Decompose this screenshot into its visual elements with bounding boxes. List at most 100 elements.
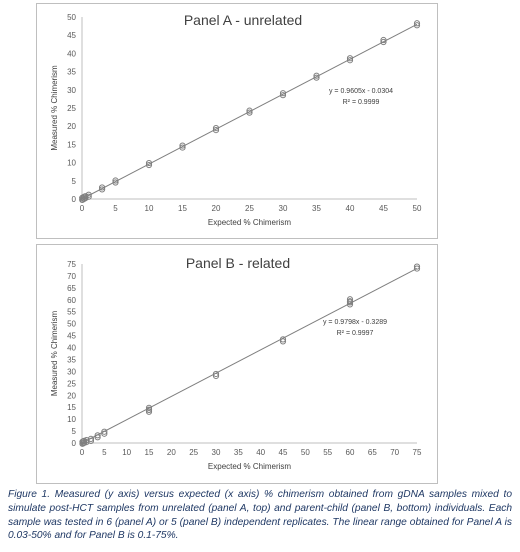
panel-a-r-squared: R² = 0.9999: [343, 99, 380, 106]
panel-b-y-tick-label: 5: [72, 427, 77, 436]
panel-b-data-point: [145, 404, 153, 411]
panel-a-x-tick-label: 5: [113, 204, 118, 213]
panel-a-data-point: [346, 55, 354, 62]
panel-a-y-tick-label: 50: [67, 13, 76, 22]
panel-b-x-tick-label: 60: [346, 448, 355, 457]
panel-a-data-point: [413, 20, 421, 27]
panel-a-data-point: [212, 125, 220, 132]
panel-a-data-point: [145, 159, 153, 167]
panel-b-x-axis-title: Expected % Chimerism: [208, 462, 291, 471]
panel-a-y-tick-label: 30: [67, 86, 76, 95]
panel-b-r-squared: R² = 0.9997: [337, 330, 374, 337]
panel-b-x-tick-label: 10: [122, 448, 131, 457]
panel-a-data-point: [246, 107, 253, 114]
panel-a-trendline: [81, 23, 418, 200]
panel-b-data-point: [413, 263, 421, 270]
panel-b-x-tick-label: 25: [189, 448, 198, 457]
panel-a-x-tick-label: 30: [279, 204, 288, 213]
panel-a-data-point-replicate: [145, 161, 153, 169]
panel-a-y-tick-label: 45: [67, 31, 76, 40]
panel-a-x-tick-label: 10: [145, 204, 154, 213]
panel-b-svg: 0 5 10 15 20 25 30 35 40 45 50 55 60 65 70 75 0 5 10 15 20 25…: [50, 255, 422, 471]
panel-b-y-tick-label: 10: [67, 415, 76, 424]
panel-b-data-point: [101, 428, 108, 435]
panel-a-x-tick-label: 50: [413, 204, 422, 213]
panel-a-data-point: [112, 177, 119, 184]
panel-b-data-point-replicate: [346, 298, 354, 305]
panel-b-x-tick-label: 55: [323, 448, 332, 457]
panel-b-data-point-replicate: [212, 372, 220, 380]
panel-b-y-tick-label: 15: [67, 403, 76, 412]
panel-a-data-point-replicate: [179, 144, 186, 151]
panel-b-data-point: [212, 370, 220, 378]
panel-a-trend-equation: y = 0.9605x - 0.0304: [329, 88, 393, 95]
panel-b-y-tick-label: 20: [67, 391, 76, 400]
panel-b-data-point: [94, 432, 101, 439]
panel-b-data-point-replicate: [94, 434, 101, 441]
panel-b-x-tick-label: 70: [390, 448, 399, 457]
figure-caption: Figure 1. Measured (y axis) versus expec…: [8, 489, 512, 542]
panel-b-trendline: [81, 267, 418, 444]
panel-b-data-point: [279, 336, 287, 343]
panel-b-y-tick-label: 25: [67, 379, 76, 388]
panel-a-x-tick-label: 15: [178, 204, 187, 213]
panel-b-data-point: [87, 435, 95, 442]
panel-a-data-point-replicate: [346, 57, 354, 64]
panel-b-data-point-replicate: [101, 430, 108, 437]
panel-a-data-point: [380, 36, 387, 44]
panel-a-y-axis-title: Measured % Chimerism: [50, 65, 59, 151]
panel-a-data-point: [99, 184, 106, 191]
panel-a-data-point: [85, 191, 92, 198]
panel-a-x-tick-label: 0: [80, 204, 85, 213]
panel-b-x-tick-label: 75: [413, 448, 422, 457]
panel-b-y-tick-label: 0: [72, 439, 77, 448]
panel-b-data-point-replicate: [145, 406, 153, 413]
panel-a-x-axis-title: Expected % Chimerism: [208, 218, 291, 227]
panel-b-x-tick-label: 50: [301, 448, 310, 457]
panel-b-x-tick-label: 0: [80, 448, 85, 457]
panel-a-y-tick-label: 5: [72, 177, 77, 186]
panel-b-data-point-replicate: [413, 265, 421, 272]
panel-a-y-tick-label: 20: [67, 122, 76, 131]
panel-b-x-tick-label: 20: [167, 448, 176, 457]
panel-b-chart: 0 5 10 15 20 25 30 35 40 45 50 55 60 65 70 75 0 5 10 15 20 25…: [36, 244, 438, 484]
panel-b-y-axis-title: Measured % Chimerism: [50, 310, 59, 396]
panel-a-data-point: [279, 90, 287, 97]
panel-a-x-tick-label: 20: [212, 204, 221, 213]
panel-a-data-point-replicate: [246, 109, 253, 116]
panel-a-y-tick-label: 10: [67, 159, 76, 168]
panel-a-data-point-replicate: [313, 74, 320, 81]
panel-a-y-tick-label: 35: [67, 68, 76, 77]
panel-a-data-point-replicate: [413, 22, 421, 29]
panel-b-x-tick-label: 35: [234, 448, 243, 457]
panel-b-y-tick-label: 60: [67, 296, 76, 305]
panel-b-title: Panel B - related: [186, 255, 290, 271]
panel-b-y-tick-label: 50: [67, 320, 76, 329]
panel-a-y-tick-label: 15: [67, 140, 76, 149]
panel-a-y-tick-label: 25: [67, 104, 76, 113]
panel-b-x-tick-label: 15: [145, 448, 154, 457]
panel-a-data-point: [313, 72, 320, 79]
panel-b-trend-equation: y = 0.9798x - 0.3289: [323, 319, 387, 326]
panel-a-svg: 0 5 10 15 20 25 30 35 40 45 50 0 5 10 15 20 25 30 35 40 45 50…: [50, 12, 422, 227]
panel-b-data-point-replicate: [145, 408, 153, 415]
panel-b-y-tick-label: 65: [67, 284, 76, 293]
panel-b-x-tick-label: 65: [368, 448, 377, 457]
panel-a-chart: 0 5 10 15 20 25 30 35 40 45 50 0 5 10 15 20 25 30 35 40 45 50…: [36, 3, 438, 239]
panel-b-y-tick-label: 55: [67, 308, 76, 317]
panel-a-x-tick-label: 45: [379, 204, 388, 213]
panel-b-x-tick-label: 45: [279, 448, 288, 457]
panel-a-x-tick-label: 35: [312, 204, 321, 213]
panel-b-x-tick-label: 5: [102, 448, 107, 457]
panel-b-y-tick-label: 40: [67, 344, 76, 353]
panel-a-data-point-replicate: [212, 127, 220, 134]
panel-a-data-point: [179, 142, 186, 149]
panel-b-y-tick-label: 75: [67, 260, 76, 269]
panel-b-data-point-replicate: [279, 338, 287, 345]
panel-b-y-tick-label: 45: [67, 332, 76, 341]
panel-a-data-point-replicate: [99, 186, 106, 193]
panel-b-y-tick-label: 30: [67, 367, 76, 376]
panel-a-data-point-replicate: [85, 193, 92, 200]
panel-a-data-point-replicate: [380, 38, 387, 46]
panel-a-x-tick-label: 40: [346, 204, 355, 213]
